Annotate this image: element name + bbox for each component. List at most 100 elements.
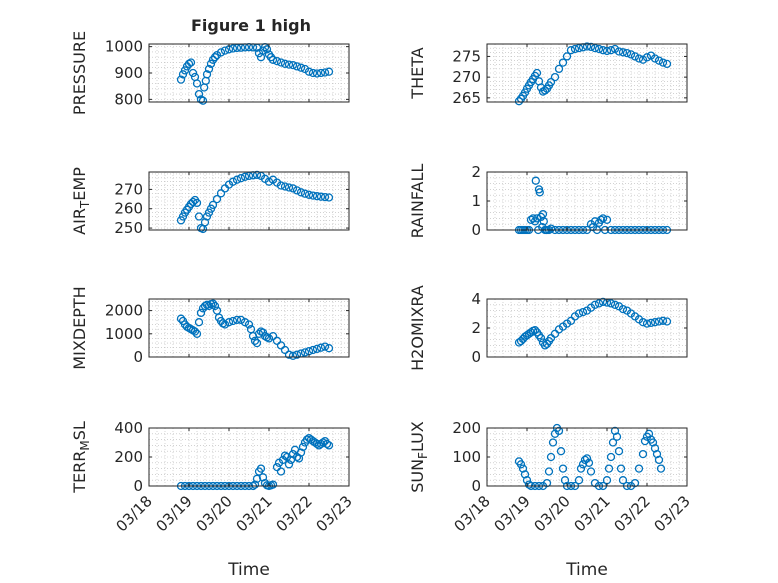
data-point (256, 464, 266, 473)
data-point (264, 177, 274, 186)
data-point (300, 189, 310, 198)
y-ticks (487, 171, 687, 231)
data-point (662, 59, 672, 69)
data-point (516, 460, 526, 469)
data-point (276, 467, 286, 476)
data-point (280, 59, 290, 68)
data-point (556, 447, 566, 456)
data-point (210, 301, 220, 311)
data-point (194, 318, 204, 327)
data-point (630, 52, 640, 61)
data-point (544, 467, 554, 476)
subplot-theta: 265 270 275 THETA (408, 42, 688, 107)
data-point (574, 476, 584, 485)
y-ticks (487, 427, 687, 487)
data-point (178, 70, 188, 79)
y-ticks (487, 298, 687, 358)
y-axis-label: H2OMIXRA (408, 285, 427, 371)
data-point (236, 174, 246, 183)
y-tick-label: 0 (471, 477, 481, 495)
data-point (216, 189, 226, 198)
data-point (220, 320, 230, 329)
data-point (196, 95, 206, 104)
y-ticks (149, 188, 349, 229)
data-point (224, 318, 234, 327)
y-ticks (487, 55, 687, 99)
y-tick-label: 0 (133, 348, 143, 366)
data-point (324, 344, 334, 353)
data-point (614, 47, 624, 56)
y-axis-label: PRESSURE (70, 31, 89, 115)
y-tick-label: 265 (452, 89, 481, 107)
data-point (586, 467, 596, 476)
data-point (192, 198, 202, 208)
data-point (276, 58, 286, 67)
data-point (176, 75, 186, 84)
data-point (232, 175, 242, 184)
data-point (582, 42, 592, 51)
data-point (656, 464, 666, 473)
data-point (232, 315, 242, 325)
y-axis-label: TERRMSL (70, 421, 92, 494)
data-point (642, 53, 652, 62)
series-markers (176, 299, 334, 360)
data-point (194, 89, 204, 99)
data-point (184, 59, 194, 68)
data-point (562, 52, 572, 61)
x-ticks (486, 44, 688, 102)
data-point (634, 54, 644, 63)
data-point (296, 448, 306, 457)
data-point (228, 44, 238, 53)
y-axis-label: AIRTEMP (70, 167, 92, 235)
data-point (208, 299, 218, 308)
data-point (654, 455, 664, 465)
data-point (574, 43, 584, 53)
data-point (308, 191, 318, 200)
data-point (312, 69, 322, 78)
y-tick-label: 270 (114, 180, 143, 198)
data-point (192, 79, 202, 88)
data-point (550, 72, 560, 82)
data-point (192, 329, 202, 338)
data-point (240, 318, 250, 327)
data-point (642, 319, 652, 328)
data-point (526, 215, 536, 224)
data-point (236, 315, 246, 325)
data-point (252, 170, 262, 180)
data-point (316, 192, 326, 201)
data-point (204, 64, 214, 74)
data-point (212, 194, 222, 204)
data-point (296, 188, 306, 197)
data-point (252, 474, 262, 483)
data-point (208, 200, 218, 210)
y-ticks (149, 310, 349, 358)
data-point (618, 48, 628, 57)
data-point (594, 44, 604, 54)
data-point (312, 192, 322, 201)
data-point (658, 316, 668, 325)
data-point (558, 58, 568, 67)
data-point (228, 316, 238, 326)
data-point (514, 97, 524, 106)
data-point (324, 441, 334, 450)
data-point (535, 188, 544, 197)
data-point (578, 460, 588, 469)
data-point (614, 447, 624, 456)
y-tick-label: 250 (114, 219, 143, 237)
y-ticks (149, 46, 349, 100)
data-point (292, 62, 302, 71)
data-point (194, 212, 204, 221)
subplot-mixdepth: 0 1000 2000 MIXDEPTH (70, 286, 350, 370)
y-tick-label: 1 (471, 192, 481, 210)
data-point (216, 48, 226, 57)
y-axis-label: THETA (408, 47, 427, 99)
x-ticks (486, 172, 688, 230)
data-point (264, 334, 274, 343)
data-point (578, 307, 588, 317)
data-point (594, 299, 604, 308)
data-point (590, 300, 600, 309)
x-ticks (148, 299, 350, 357)
y-tick-label: 2 (471, 163, 481, 181)
data-point (276, 181, 286, 190)
